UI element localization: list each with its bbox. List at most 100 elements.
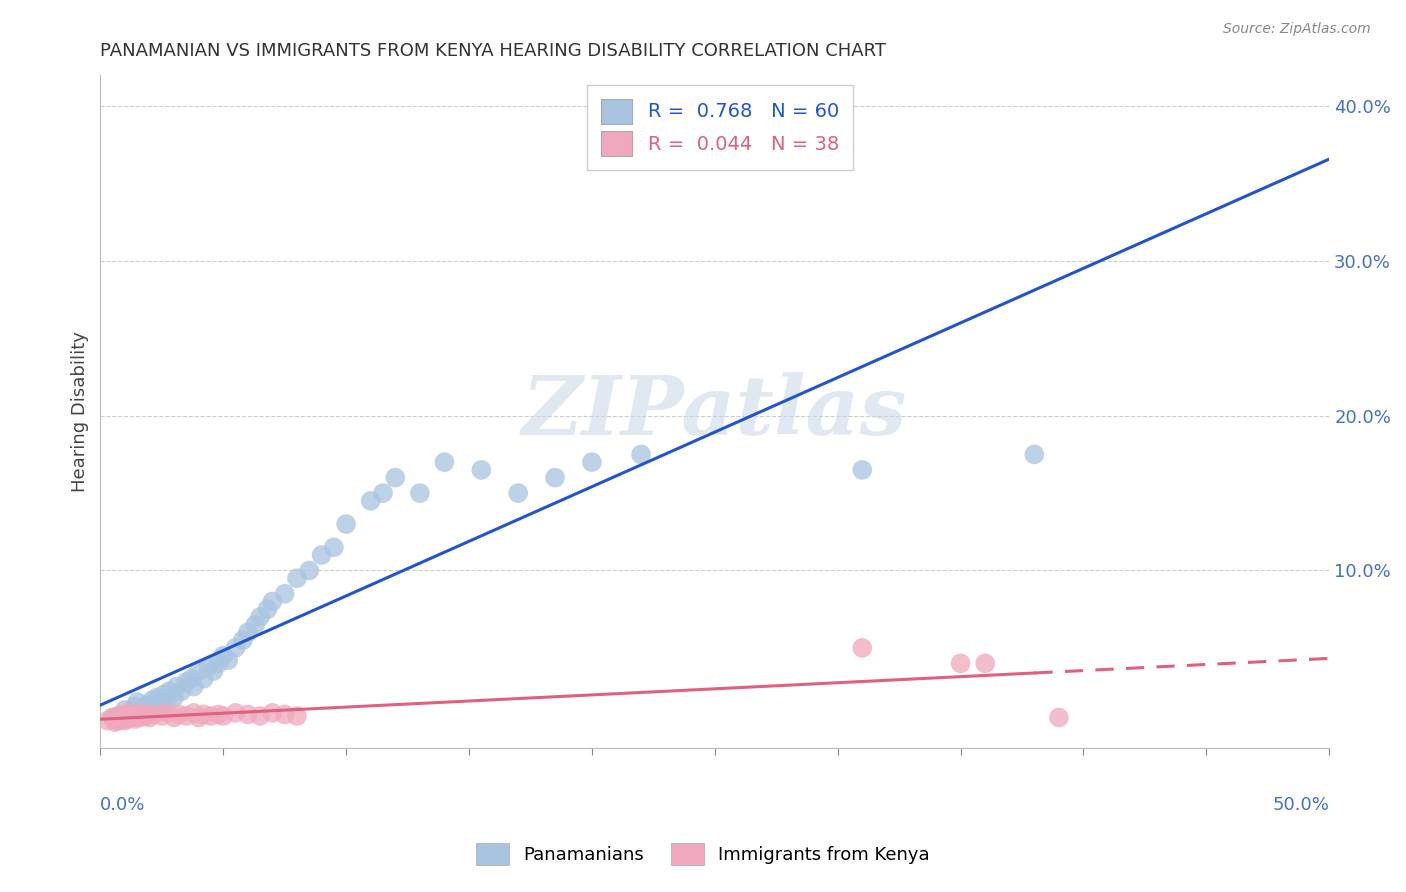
- Point: [141, 693, 163, 707]
- Point: [148, 703, 170, 717]
- Point: [217, 653, 239, 667]
- Point: [335, 517, 357, 532]
- Point: [156, 706, 179, 720]
- Point: [114, 714, 136, 728]
- Point: [157, 684, 180, 698]
- Point: [124, 712, 146, 726]
- Point: [202, 664, 225, 678]
- Point: [974, 657, 997, 671]
- Point: [311, 548, 333, 562]
- Point: [134, 709, 156, 723]
- Point: [118, 710, 141, 724]
- Point: [128, 710, 150, 724]
- Point: [153, 687, 176, 701]
- Point: [262, 706, 284, 720]
- Point: [156, 695, 179, 709]
- Point: [163, 690, 186, 705]
- Point: [285, 571, 308, 585]
- Point: [236, 707, 259, 722]
- Text: Source: ZipAtlas.com: Source: ZipAtlas.com: [1223, 22, 1371, 37]
- Text: PANAMANIAN VS IMMIGRANTS FROM KENYA HEARING DISABILITY CORRELATION CHART: PANAMANIAN VS IMMIGRANTS FROM KENYA HEAR…: [100, 42, 886, 60]
- Point: [150, 709, 173, 723]
- Point: [101, 710, 124, 724]
- Point: [225, 640, 247, 655]
- Point: [384, 470, 406, 484]
- Point: [197, 659, 219, 673]
- Point: [166, 680, 188, 694]
- Point: [108, 709, 131, 723]
- Point: [131, 703, 153, 717]
- Point: [298, 564, 321, 578]
- Point: [851, 640, 873, 655]
- Point: [232, 633, 254, 648]
- Point: [433, 455, 456, 469]
- Point: [262, 594, 284, 608]
- Point: [117, 706, 139, 720]
- Point: [121, 710, 143, 724]
- Point: [143, 699, 166, 714]
- Point: [127, 707, 149, 722]
- Legend: Panamanians, Immigrants from Kenya: Panamanians, Immigrants from Kenya: [470, 836, 936, 872]
- Point: [108, 712, 131, 726]
- Point: [107, 709, 129, 723]
- Point: [508, 486, 530, 500]
- Point: [273, 707, 295, 722]
- Point: [150, 697, 173, 711]
- Point: [143, 707, 166, 722]
- Point: [544, 470, 567, 484]
- Point: [225, 706, 247, 720]
- Point: [193, 707, 215, 722]
- Point: [207, 657, 229, 671]
- Point: [124, 699, 146, 714]
- Point: [212, 648, 235, 663]
- Point: [187, 710, 209, 724]
- Point: [118, 706, 141, 720]
- Point: [127, 695, 149, 709]
- Point: [176, 709, 198, 723]
- Point: [114, 712, 136, 726]
- Point: [111, 707, 134, 722]
- Point: [360, 493, 382, 508]
- Point: [134, 709, 156, 723]
- Point: [207, 707, 229, 722]
- Point: [249, 709, 271, 723]
- Point: [146, 690, 169, 705]
- Point: [136, 698, 159, 713]
- Point: [851, 463, 873, 477]
- Point: [131, 706, 153, 720]
- Point: [114, 703, 136, 717]
- Point: [322, 541, 344, 555]
- Point: [1047, 710, 1070, 724]
- Y-axis label: Hearing Disability: Hearing Disability: [72, 332, 89, 492]
- Point: [371, 486, 394, 500]
- Point: [470, 463, 492, 477]
- Point: [630, 447, 652, 461]
- Point: [121, 709, 143, 723]
- Point: [176, 674, 198, 689]
- Point: [949, 657, 972, 671]
- Point: [183, 706, 205, 720]
- Point: [212, 709, 235, 723]
- Point: [285, 709, 308, 723]
- Point: [167, 707, 190, 722]
- Legend: R =  0.768   N = 60, R =  0.044   N = 38: R = 0.768 N = 60, R = 0.044 N = 38: [588, 85, 852, 169]
- Point: [409, 486, 432, 500]
- Point: [97, 714, 120, 728]
- Point: [138, 706, 160, 720]
- Point: [101, 710, 124, 724]
- Point: [138, 710, 160, 724]
- Point: [170, 684, 193, 698]
- Point: [1024, 447, 1046, 461]
- Point: [193, 672, 215, 686]
- Point: [245, 617, 267, 632]
- Point: [200, 709, 222, 723]
- Point: [104, 715, 127, 730]
- Text: 0.0%: 0.0%: [100, 796, 146, 814]
- Text: 50.0%: 50.0%: [1272, 796, 1329, 814]
- Point: [187, 664, 209, 678]
- Point: [236, 625, 259, 640]
- Point: [183, 680, 205, 694]
- Point: [127, 707, 149, 722]
- Point: [180, 672, 202, 686]
- Point: [107, 714, 129, 728]
